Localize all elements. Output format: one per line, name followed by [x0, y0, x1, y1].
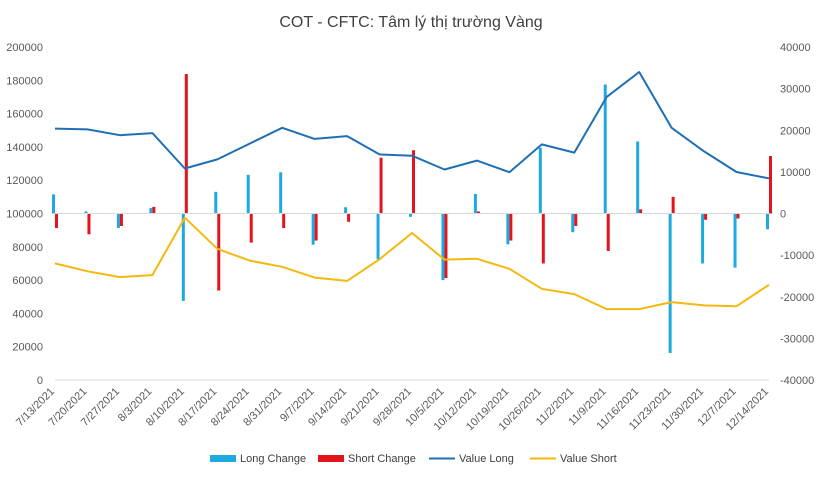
short-change-bar: [282, 213, 286, 229]
short-change-bar: [347, 213, 351, 222]
long-change-bar: [181, 213, 185, 301]
short-change-bar: [55, 213, 58, 229]
short-change-bar: [249, 213, 253, 243]
right-axis-ticks: -40000 -30000 -20000 -10000 0 10000 20000 30000…: [780, 42, 814, 387]
short-change-bar: [217, 213, 221, 291]
left-axis-ticks: 0 20000 40000 60000 80000 100000 120000 140000 1…: [6, 42, 43, 387]
right-axis-tick-label: -20000: [780, 292, 814, 304]
short-change-bar: [119, 213, 123, 226]
long-change-bar: [84, 211, 88, 214]
long-change-bar: [538, 147, 542, 214]
long-change-bar: [636, 141, 640, 214]
long-change-bar: [376, 213, 380, 260]
right-axis-tick-label: 10000: [780, 167, 811, 179]
short-change-bar: [476, 211, 480, 214]
legend-label-short-change: Short Change: [348, 453, 416, 465]
short-change-bar: [736, 213, 740, 219]
short-change-bar: [444, 213, 448, 279]
left-axis-tick-label: 0: [37, 375, 43, 387]
left-axis-tick-label: 120000: [6, 175, 43, 187]
left-axis-tick-label: 180000: [6, 75, 43, 87]
long-change-bar: [52, 194, 55, 214]
long-change-bar: [149, 208, 153, 214]
left-axis-tick-label: 80000: [12, 242, 43, 254]
value-long-line: [54, 71, 770, 180]
left-axis-tick-label: 160000: [6, 109, 43, 121]
line-series: [54, 71, 770, 311]
long-change-bar: [766, 213, 769, 230]
short-change-bar: [541, 213, 545, 264]
long-change-bar: [311, 213, 315, 245]
short-change-bar: [412, 150, 415, 214]
long-change-bar: [701, 213, 705, 264]
left-axis-tick-label: 140000: [6, 142, 43, 154]
left-axis-tick-label: 100000: [6, 209, 43, 221]
legend-label-value-short: Value Short: [560, 453, 617, 465]
chart-title: COT - CFTC: Tâm lý thị trường Vàng: [279, 14, 542, 31]
legend-label-value-long: Value Long: [459, 453, 514, 465]
right-axis-tick-label: -10000: [780, 250, 814, 262]
long-change-bar: [506, 213, 510, 245]
short-change-bar: [574, 213, 578, 226]
long-change-bar: [733, 213, 737, 268]
value-short-line: [54, 216, 770, 311]
long-change-bar: [279, 172, 283, 214]
long-change-bar: [571, 213, 575, 233]
legend-label-long-change: Long Change: [240, 453, 306, 465]
long-change-bar: [246, 174, 250, 214]
long-change-bar: [344, 207, 348, 214]
long-change-bar: [668, 213, 672, 353]
long-change-bar: [473, 193, 477, 214]
right-axis-tick-label: -30000: [780, 333, 814, 345]
short-change-bar: [704, 213, 708, 220]
short-change-bar: [152, 206, 156, 214]
x-axis-ticks: 7/13/20217/20/20217/27/20218/3/20218/10/…: [14, 386, 771, 433]
right-axis-tick-label: 30000: [780, 84, 811, 96]
legend-swatch-long-change: [210, 455, 236, 462]
short-change-bar: [184, 74, 188, 214]
short-change-bar: [606, 213, 610, 251]
long-change-bar: [214, 191, 218, 214]
right-axis-tick-label: 40000: [780, 42, 811, 54]
left-axis-tick-label: 60000: [12, 275, 43, 287]
right-axis-tick-label: 0: [780, 209, 786, 221]
short-change-bar: [769, 156, 772, 214]
short-change-bar: [87, 213, 91, 235]
short-change-bar: [639, 209, 643, 214]
legend-swatch-short-change: [318, 455, 344, 462]
short-change-bar: [314, 213, 318, 241]
long-change-bar: [409, 213, 412, 217]
long-change-bar: [441, 213, 445, 281]
right-axis-tick-label: -40000: [780, 375, 814, 387]
legend: Long Change Short Change Value Long Valu…: [210, 453, 617, 465]
left-axis-tick-label: 40000: [12, 308, 43, 320]
short-change-bar: [671, 196, 675, 214]
short-change-bar: [509, 213, 513, 241]
left-axis-tick-label: 200000: [6, 42, 43, 54]
short-change-bar: [379, 157, 383, 214]
long-change-bar: [116, 213, 120, 229]
long-change-bar: [603, 84, 607, 214]
right-axis-tick-label: 20000: [780, 125, 811, 137]
bar-series: [52, 74, 772, 353]
left-axis-tick-label: 20000: [12, 342, 43, 354]
